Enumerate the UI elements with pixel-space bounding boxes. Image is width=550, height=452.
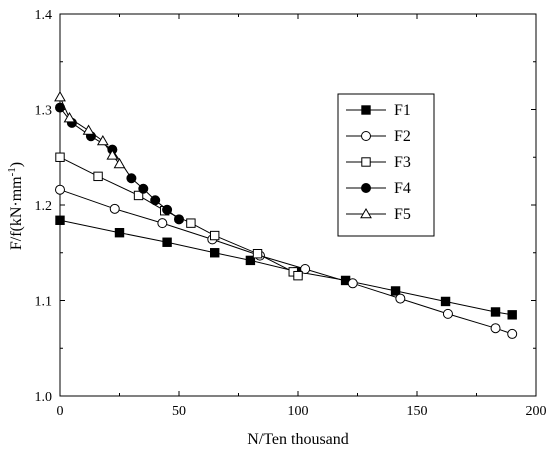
y-tick-labels: 1.0 1.1 1.2 1.3 1.4 <box>35 8 53 405</box>
legend-marker <box>361 131 371 141</box>
data-point-f1 <box>507 310 517 320</box>
legend-entry-f1: F1 <box>346 102 411 119</box>
data-point-f1 <box>390 286 401 296</box>
x-axis-title: N/Ten thousand <box>247 431 349 448</box>
data-point-f3 <box>210 230 220 241</box>
y-axis-title-main: F/f(kN·mm <box>8 176 25 250</box>
series-f2 <box>55 184 518 339</box>
legend-entry-f4: F4 <box>346 180 411 197</box>
x-tick-label: 0 <box>57 404 64 419</box>
plot-frame <box>59 13 537 397</box>
data-point-f3 <box>186 218 196 228</box>
data-point-f5 <box>54 91 66 102</box>
data-point-f4 <box>174 214 184 225</box>
data-point-f5 <box>113 157 126 169</box>
x-tick-label: 50 <box>172 404 186 419</box>
data-point-f2 <box>442 308 453 319</box>
data-point-f5 <box>106 149 119 160</box>
y-axis-title-close: ) <box>8 162 25 167</box>
data-point-f2 <box>347 278 358 289</box>
data-point-f3 <box>293 270 303 281</box>
series-f5 <box>54 91 126 169</box>
data-point-f3 <box>252 249 263 259</box>
data-point-f5 <box>63 112 76 123</box>
y-tick-label: 1.4 <box>35 8 53 23</box>
data-point-f2 <box>490 323 501 334</box>
legend-marker <box>360 207 372 219</box>
legend-marker <box>361 157 371 167</box>
data-point-f4 <box>150 195 161 206</box>
data-point-f3 <box>55 152 65 162</box>
legend-label: F2 <box>394 128 411 145</box>
data-point-f2 <box>507 328 518 339</box>
y-tick-label: 1.2 <box>35 199 53 214</box>
data-point-f4 <box>138 183 149 194</box>
legend-entry-f2: F2 <box>346 128 411 145</box>
y-tick-label: 1.0 <box>35 390 53 405</box>
legend-label: F3 <box>394 154 411 171</box>
data-point-f1 <box>440 296 451 307</box>
y-tick-label: 1.1 <box>35 295 53 310</box>
data-point-f1 <box>114 227 125 238</box>
data-point-f1 <box>55 215 65 225</box>
data-point-f5 <box>82 124 95 135</box>
data-point-f1 <box>210 248 220 258</box>
data-point-f1 <box>162 237 172 247</box>
data-point-f2 <box>109 203 120 214</box>
legend: F1 F2 F3 F4 F5 <box>337 93 435 237</box>
series-layer <box>54 91 518 339</box>
y-axis-title-sup: -1 <box>6 167 18 176</box>
data-point-f2 <box>300 263 311 274</box>
legend-label: F5 <box>394 206 411 223</box>
legend-marker <box>361 183 371 193</box>
axis-ticks <box>59 13 537 397</box>
x-tick-labels: 0 50 100 150 200 <box>57 404 547 419</box>
data-point-f1 <box>245 255 256 266</box>
data-point-f1 <box>490 307 501 317</box>
series-f1 <box>55 215 517 320</box>
x-tick-label: 150 <box>407 404 428 419</box>
data-point-f4 <box>126 173 137 184</box>
x-tick-label: 200 <box>526 404 547 419</box>
data-point-f4 <box>162 204 173 215</box>
y-tick-label: 1.3 <box>35 104 53 119</box>
data-point-f5 <box>96 134 109 146</box>
data-point-f3 <box>93 171 103 182</box>
legend-label: F1 <box>394 102 411 119</box>
x-tick-label: 100 <box>288 404 309 419</box>
data-point-f2 <box>55 184 65 195</box>
legend-box <box>337 93 435 237</box>
data-point-f2 <box>395 293 406 304</box>
y-axis-title: F/f(kN·mm-1) <box>6 162 25 250</box>
data-point-f3 <box>133 190 144 201</box>
data-point-f2 <box>157 218 168 229</box>
legend-marker <box>361 105 371 115</box>
legend-entry-f5: F5 <box>346 206 411 223</box>
legend-label: F4 <box>394 180 411 197</box>
legend-entry-f3: F3 <box>346 154 411 171</box>
